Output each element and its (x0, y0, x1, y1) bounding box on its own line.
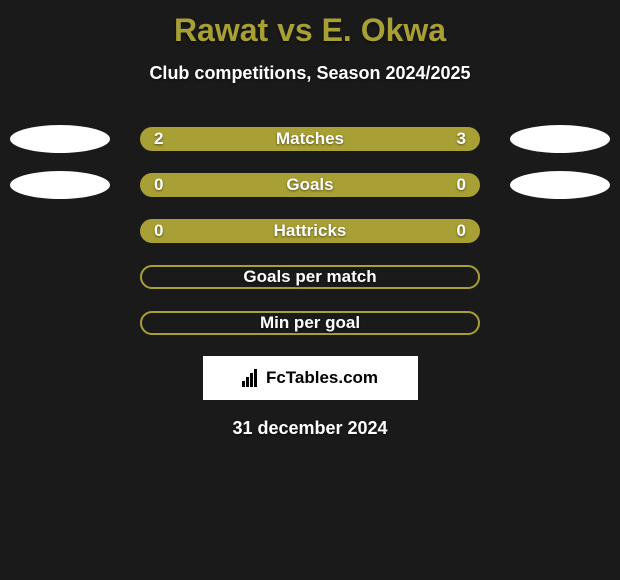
stat-bar: 0 Hattricks 0 (140, 219, 480, 243)
stat-value-right: 3 (457, 129, 466, 149)
stat-label: Min per goal (260, 313, 360, 333)
stat-value-right: 0 (457, 175, 466, 195)
stat-value-left: 2 (154, 129, 163, 149)
date-text: 31 december 2024 (0, 418, 620, 439)
stat-row: 0 Goals 0 (0, 172, 620, 198)
stat-value-left: 0 (154, 221, 163, 241)
stat-row: 0 Hattricks 0 (0, 218, 620, 244)
stat-bar: 2 Matches 3 (140, 127, 480, 151)
player2-name: E. Okwa (322, 12, 447, 48)
stat-row: Min per goal (0, 310, 620, 336)
subtitle: Club competitions, Season 2024/2025 (0, 63, 620, 84)
player2-marker (510, 171, 610, 199)
brand-logo: FcTables.com (242, 368, 378, 388)
brand-text: FcTables.com (266, 368, 378, 388)
player1-marker (10, 125, 110, 153)
stats-container: 2 Matches 3 0 Goals 0 0 Hattricks 0 Goals per mat… (0, 126, 620, 336)
stat-value-left: 0 (154, 175, 163, 195)
stat-label: Hattricks (274, 221, 347, 241)
stat-bar: Goals per match (140, 265, 480, 289)
player1-marker (10, 171, 110, 199)
stat-value-right: 0 (457, 221, 466, 241)
brand-box: FcTables.com (203, 356, 418, 400)
stat-label: Goals (286, 175, 333, 195)
stat-bar: Min per goal (140, 311, 480, 335)
stat-bar: 0 Goals 0 (140, 173, 480, 197)
player2-marker (510, 125, 610, 153)
stat-label: Matches (276, 129, 344, 149)
stat-row: 2 Matches 3 (0, 126, 620, 152)
vs-text: vs (277, 12, 313, 48)
comparison-title: Rawat vs E. Okwa (0, 0, 620, 49)
stat-label: Goals per match (243, 267, 376, 287)
player1-name: Rawat (174, 12, 268, 48)
stat-row: Goals per match (0, 264, 620, 290)
chart-icon (242, 369, 262, 387)
